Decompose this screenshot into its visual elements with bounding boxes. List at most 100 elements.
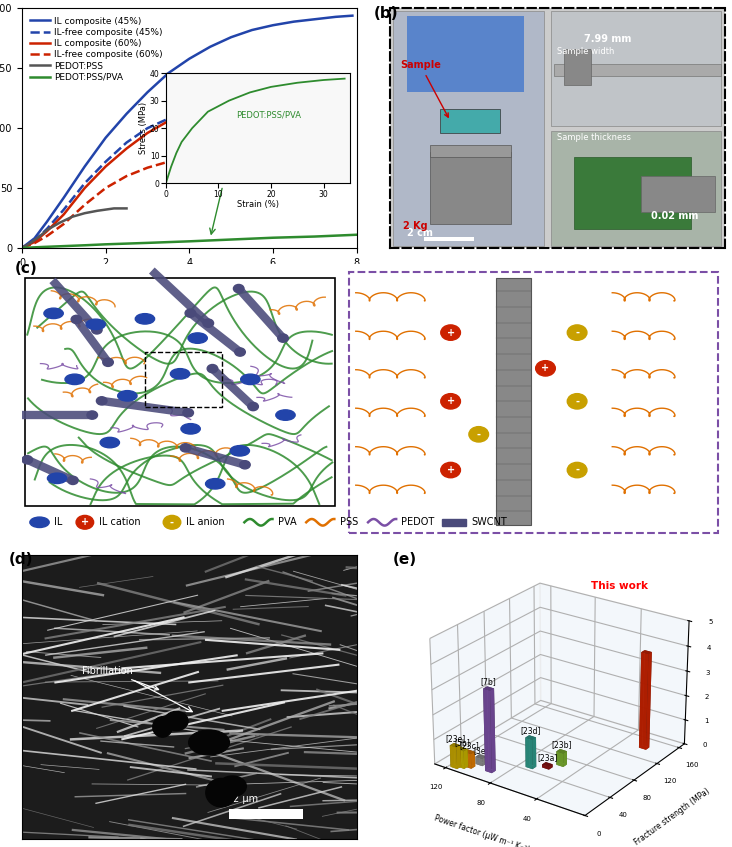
Text: 2 μm: 2 μm (233, 794, 258, 804)
IL composite (60%) (30, 237, 39, 247)
Bar (424, 237, 474, 241)
Ellipse shape (188, 333, 207, 343)
IL composite (60%) (122, 143, 131, 153)
IL composite (45%) (143, 87, 152, 97)
IL-free composite (45%) (239, 102, 248, 113)
IL composite (45%) (101, 133, 110, 143)
PEDOT:PSS/PVA (39, 242, 48, 252)
Ellipse shape (241, 374, 260, 385)
Ellipse shape (206, 778, 236, 807)
Text: 0.02 mm: 0.02 mm (651, 211, 698, 221)
Circle shape (97, 396, 107, 405)
Circle shape (277, 334, 288, 342)
IL composite (60%) (143, 128, 152, 138)
Circle shape (67, 476, 78, 484)
Text: (e): (e) (393, 552, 417, 567)
IL-free composite (45%) (122, 137, 131, 147)
Circle shape (235, 348, 245, 357)
Line: PEDOT:PSS/PVA: PEDOT:PSS/PVA (22, 235, 356, 248)
IL composite (60%) (164, 116, 173, 126)
Ellipse shape (100, 437, 119, 448)
PEDOT:PSS/PVA (310, 231, 319, 241)
Circle shape (183, 408, 193, 417)
Text: IL: IL (53, 518, 62, 528)
IL composite (45%) (348, 10, 356, 20)
Bar (442, 519, 466, 526)
Bar (554, 64, 721, 75)
Circle shape (71, 315, 82, 324)
Ellipse shape (65, 374, 84, 385)
IL composite (60%) (59, 209, 68, 219)
Bar (145, 352, 223, 407)
PEDOT:PSS/PVA (227, 235, 236, 245)
Text: +: + (542, 363, 550, 374)
Ellipse shape (48, 473, 67, 484)
X-axis label: Strain (%): Strain (%) (161, 274, 217, 283)
Ellipse shape (219, 776, 246, 797)
Circle shape (87, 411, 97, 419)
Circle shape (102, 358, 113, 367)
IL-free composite (45%) (164, 113, 173, 124)
Text: 2 cm: 2 cm (407, 228, 433, 238)
PEDOT:PSS/PVA (81, 241, 89, 251)
IL composite (45%) (227, 32, 236, 42)
IL composite (60%) (227, 94, 236, 104)
IL composite (45%) (164, 68, 173, 78)
Circle shape (441, 394, 460, 409)
IL-free composite (60%) (42, 231, 51, 241)
PEDOT:PSS (81, 208, 89, 219)
IL composite (45%) (247, 25, 256, 35)
Ellipse shape (230, 446, 250, 456)
PEDOT:PSS (55, 218, 64, 228)
Ellipse shape (153, 717, 172, 737)
Ellipse shape (86, 319, 105, 329)
PEDOT:PSS/PVA (143, 238, 152, 248)
PEDOT:PSS/PVA (185, 236, 194, 246)
Bar (440, 109, 501, 133)
IL composite (60%) (289, 87, 298, 97)
Ellipse shape (189, 730, 229, 755)
Legend: IL composite (45%), IL-free composite (45%), IL composite (60%), IL-free composi: IL composite (45%), IL-free composite (4… (26, 13, 167, 86)
IL composite (60%) (206, 99, 214, 109)
Text: Sample thickness: Sample thickness (557, 133, 632, 142)
PEDOT:PSS/PVA (101, 239, 110, 249)
IL-free composite (45%) (18, 243, 26, 253)
PEDOT:PSS (42, 224, 51, 235)
PEDOT:PSS (122, 203, 131, 213)
Text: (b): (b) (373, 6, 398, 21)
PEDOT:PSS (34, 232, 43, 242)
Bar (496, 278, 531, 525)
Y-axis label: Fracture strength (MPa): Fracture strength (MPa) (632, 787, 711, 847)
Circle shape (239, 461, 250, 469)
Text: +: + (81, 518, 89, 528)
Bar (550, 130, 721, 246)
Bar (229, 809, 303, 819)
Circle shape (567, 462, 587, 478)
Text: -: - (170, 518, 174, 528)
Circle shape (234, 285, 244, 293)
Circle shape (185, 309, 195, 318)
Text: PEDOT: PEDOT (401, 518, 435, 528)
Bar (550, 11, 721, 126)
Text: +: + (447, 396, 455, 407)
IL-free composite (60%) (206, 152, 214, 162)
IL-free composite (45%) (59, 204, 68, 214)
Text: Sample: Sample (400, 60, 448, 117)
IL-free composite (45%) (30, 235, 39, 246)
PEDOT:PSS/PVA (59, 241, 68, 252)
Text: -: - (477, 429, 481, 440)
IL-free composite (60%) (30, 238, 39, 248)
Bar (564, 49, 591, 85)
IL-free composite (45%) (81, 178, 89, 188)
Text: 2 Kg: 2 Kg (403, 221, 428, 230)
Circle shape (441, 325, 460, 340)
IL-free composite (45%) (206, 104, 214, 114)
Ellipse shape (135, 313, 154, 324)
Ellipse shape (30, 517, 49, 528)
IL composite (45%) (289, 17, 298, 27)
IL-free composite (60%) (164, 157, 173, 167)
IL composite (60%) (269, 88, 277, 98)
Circle shape (567, 325, 587, 340)
IL composite (45%) (18, 243, 26, 253)
Circle shape (207, 364, 217, 373)
